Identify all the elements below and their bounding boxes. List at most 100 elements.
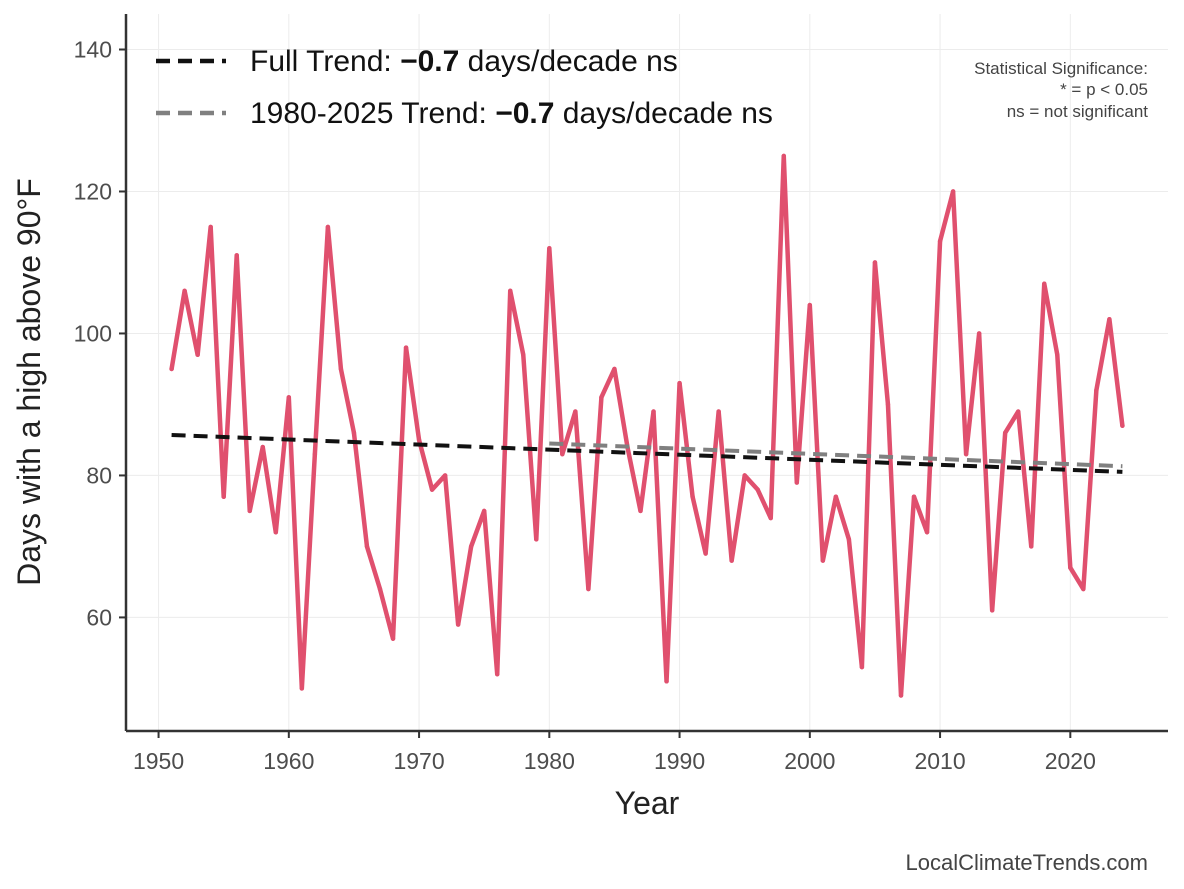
data-point-2006	[885, 402, 891, 407]
data-point-1973	[455, 622, 461, 627]
data-point-1978	[521, 352, 526, 357]
data-point-1952	[182, 288, 187, 294]
data-point-2008	[911, 494, 917, 499]
data-point-1974	[468, 544, 474, 549]
data-point-1995	[742, 473, 747, 478]
x-tick-label-1950: 1950	[133, 748, 184, 774]
data-point-2021	[1081, 586, 1086, 592]
data-point-2011	[950, 189, 956, 194]
data-point-1976	[495, 672, 500, 677]
grid-lines	[126, 14, 1168, 731]
x-tick-label-2010: 2010	[914, 748, 965, 774]
x-tick-label-2000: 2000	[784, 748, 835, 774]
y-tick-label-140: 140	[74, 36, 112, 62]
legend: Full Trend: −0.7 days/decade ns 1980-2025…	[156, 45, 773, 130]
data-point-1967	[377, 586, 383, 592]
data-point-1999	[794, 480, 799, 485]
x-axis-title: Year	[615, 785, 680, 821]
data-point-2002	[833, 494, 839, 499]
data-point-1954	[208, 224, 213, 230]
y-tick-label-60: 60	[86, 604, 112, 630]
data-point-1988	[651, 409, 656, 414]
y-tick-label-120: 120	[74, 178, 112, 204]
source-caption: LocalClimateTrends.com	[906, 850, 1149, 875]
data-point-1965	[351, 430, 357, 436]
data-point-2019	[1055, 352, 1060, 357]
data-point-2017	[1029, 544, 1034, 549]
trend-line-1	[549, 441, 1123, 469]
x-tick-label-1960: 1960	[263, 748, 314, 774]
y-tick-label-80: 80	[86, 462, 112, 488]
data-point-1996	[755, 487, 760, 492]
data-point-1955	[221, 494, 226, 499]
data-point-1989	[664, 679, 669, 684]
data-point-1981	[560, 451, 565, 457]
axes: 1950 1960 1970 1980 1990 2000 2010 2020 60 80 100 1…	[74, 14, 1168, 774]
data-point-1977	[508, 288, 513, 294]
trend-line-0	[171, 432, 1123, 474]
data-point-2020	[1068, 565, 1073, 570]
data-point-2004	[859, 664, 865, 670]
data-point-1959	[273, 530, 278, 535]
data-point-1979	[534, 537, 539, 542]
data-point-1953	[195, 352, 200, 357]
series-line-0	[169, 153, 1125, 698]
data-point-2024	[1120, 423, 1125, 428]
data-point-1991	[690, 494, 695, 499]
data-point-1962	[312, 451, 318, 457]
data-point-2007	[898, 693, 904, 698]
data-point-1983	[586, 586, 591, 592]
data-point-2014	[989, 608, 995, 613]
data-point-2003	[846, 537, 852, 542]
data-point-1964	[338, 366, 344, 372]
data-point-2009	[924, 530, 930, 535]
data-point-1984	[599, 395, 604, 400]
data-point-1958	[260, 444, 265, 450]
data-point-2012	[963, 451, 969, 457]
legend-label-0: Full Trend: −0.7 days/decade ns	[250, 45, 678, 78]
data-point-1994	[729, 558, 734, 563]
data-point-1985	[612, 366, 617, 372]
data-point-2010	[937, 238, 943, 244]
data-point-1980	[547, 246, 552, 251]
data-point-1987	[638, 508, 643, 514]
data-point-2023	[1107, 317, 1112, 322]
data-point-2000	[807, 302, 813, 308]
data-point-1968	[390, 636, 396, 641]
data-point-1982	[573, 409, 578, 414]
data-point-2022	[1094, 388, 1099, 393]
data-point-2015	[1002, 430, 1008, 436]
x-tick-label-1980: 1980	[524, 748, 575, 774]
data-point-1998	[781, 153, 786, 159]
x-tick-label-1970: 1970	[393, 748, 444, 774]
legend-label-1: 1980-2025 Trend: −0.7 days/decade ns	[250, 97, 773, 130]
data-point-1990	[677, 380, 682, 386]
data-point-1971	[429, 487, 435, 492]
data-point-2018	[1042, 281, 1047, 286]
trend-lines	[171, 432, 1123, 474]
data-point-1961	[299, 686, 305, 691]
data-point-1993	[716, 409, 721, 414]
data-point-1992	[703, 551, 708, 556]
y-tick-label-100: 100	[74, 320, 112, 346]
data-point-2016	[1016, 409, 1021, 414]
data-point-1960	[286, 395, 292, 400]
data-point-2005	[872, 260, 878, 265]
significance-p-note: * = p < 0.05	[1060, 80, 1148, 99]
data-point-1966	[364, 544, 370, 549]
data-point-1957	[247, 508, 252, 514]
data-point-2001	[820, 558, 826, 563]
data-point-1969	[403, 345, 409, 350]
x-tick-label-1990: 1990	[654, 748, 705, 774]
x-tick-label-2020: 2020	[1045, 748, 1096, 774]
data-point-1997	[768, 515, 773, 521]
data-point-1951	[169, 366, 174, 372]
data-point-1956	[234, 253, 239, 258]
significance-ns-note: ns = not significant	[1007, 102, 1149, 121]
data-series	[169, 153, 1125, 698]
data-point-2013	[976, 331, 982, 336]
significance-title: Statistical Significance:	[974, 59, 1148, 78]
data-point-1970	[416, 437, 422, 443]
y-axis-title: Days with a high above 90°F	[11, 178, 47, 586]
